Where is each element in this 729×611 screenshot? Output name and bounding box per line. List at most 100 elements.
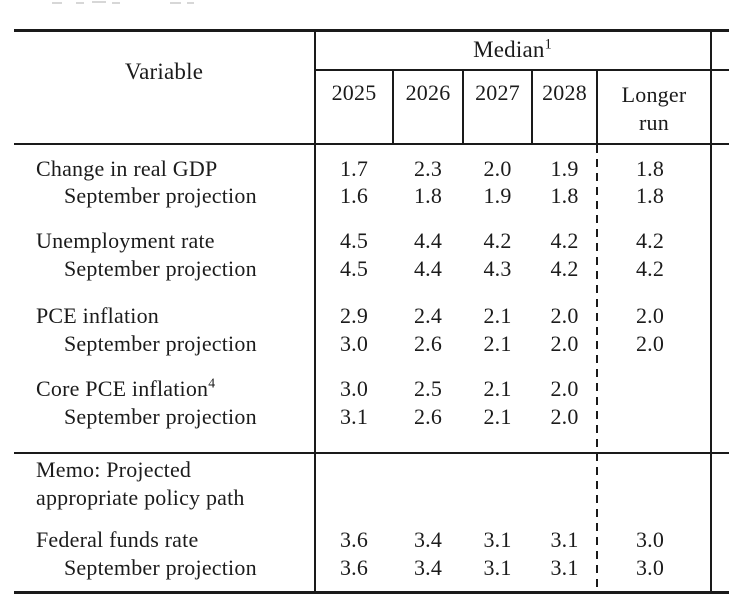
table-row-unemployment: Unemployment rate 4.5 4.4 4.2 4.2 4.2 xyxy=(14,228,714,254)
memo-line1: Memo: Projected xyxy=(36,457,192,482)
row-label: Core PCE inflation4 xyxy=(36,375,216,401)
cell-2028: 2.0 xyxy=(550,404,579,429)
cell-2026: 4.4 xyxy=(413,256,443,281)
cell-2026: 2.4 xyxy=(413,303,443,328)
cell-2028: 2.0 xyxy=(550,376,579,401)
column-header-2027: 2027 xyxy=(475,80,520,105)
cropped-text-artifact xyxy=(170,2,181,4)
row-label: September projection xyxy=(64,183,257,208)
row-label: September projection xyxy=(64,555,257,580)
cell-2027: 3.1 xyxy=(483,527,512,552)
table-row-core-pce: Core PCE inflation4 3.0 2.5 2.1 2.0 xyxy=(14,376,714,402)
cell-2028: 2.0 xyxy=(550,331,579,356)
variable-header-label: Variable xyxy=(124,59,204,84)
cell-longer-run: 3.0 xyxy=(635,527,665,552)
year-separator-2027-2028 xyxy=(531,69,533,145)
table-row-fed-funds: Federal funds rate 3.6 3.4 3.1 3.1 3.0 xyxy=(14,527,714,553)
row-label: September projection xyxy=(64,331,257,356)
row-label: Federal funds rate xyxy=(36,527,199,552)
column-header-2025: 2025 xyxy=(331,80,377,105)
table-row-unemployment-september: September projection 4.5 4.4 4.3 4.2 4.2 xyxy=(14,256,714,282)
cell-2027: 4.3 xyxy=(483,256,512,281)
cropped-text-artifact xyxy=(187,2,194,4)
table-row-pce-inflation: PCE inflation 2.9 2.4 2.1 2.0 2.0 xyxy=(14,303,714,329)
cell-2028: 1.8 xyxy=(550,183,579,208)
table-top-border xyxy=(14,29,729,32)
memo-line2: appropriate policy path xyxy=(36,485,245,510)
table-row-core-pce-september: September projection 3.1 2.6 2.1 2.0 xyxy=(14,404,714,430)
cell-2026: 2.3 xyxy=(413,156,443,181)
memo-section-rule xyxy=(14,452,729,454)
cell-longer-run: 2.0 xyxy=(635,303,665,328)
cell-2026: 2.6 xyxy=(413,404,443,429)
year-separator-2028-longer-run xyxy=(596,69,598,145)
median-header-footnote: 1 xyxy=(544,36,552,53)
cell-2025: 3.6 xyxy=(339,555,369,580)
cell-2025: 1.6 xyxy=(339,183,369,208)
row-label: September projection xyxy=(64,404,257,429)
cell-2027: 2.0 xyxy=(483,156,512,181)
core-pce-footnote: 4 xyxy=(208,375,216,391)
variable-column-header: Variable xyxy=(14,59,314,85)
cell-2025: 4.5 xyxy=(339,256,369,281)
table-row-gdp-september: September projection 1.6 1.8 1.9 1.8 1.8 xyxy=(14,183,714,209)
cell-2025: 3.1 xyxy=(339,404,369,429)
cell-2025: 3.0 xyxy=(339,331,369,356)
row-label: PCE inflation xyxy=(36,303,159,328)
median-group-header: Median1 xyxy=(315,37,710,63)
table-right-separator xyxy=(710,29,712,594)
cell-2026: 3.4 xyxy=(413,527,443,552)
memo-header: Memo: Projected appropriate policy path xyxy=(14,456,334,512)
cropped-text-artifact xyxy=(76,2,84,4)
cell-2027: 4.2 xyxy=(483,228,512,253)
cell-longer-run: 4.2 xyxy=(635,228,665,253)
cell-2027: 2.1 xyxy=(483,331,512,356)
longer-run-line2: run xyxy=(639,110,669,135)
cell-2028: 4.2 xyxy=(550,256,579,281)
cell-2026: 4.4 xyxy=(413,228,443,253)
cell-2028: 4.2 xyxy=(550,228,579,253)
cell-2027: 2.1 xyxy=(483,404,512,429)
cell-2025: 1.7 xyxy=(339,156,369,181)
cell-2027: 3.1 xyxy=(483,555,512,580)
column-header-2028: 2028 xyxy=(542,80,587,105)
row-label: Change in real GDP xyxy=(36,156,218,181)
header-bottom-rule xyxy=(14,143,729,145)
cell-2026: 3.4 xyxy=(413,555,443,580)
cell-2027: 2.1 xyxy=(483,376,512,401)
column-header-longer-run: Longer run xyxy=(599,81,709,137)
year-separator-2025-2026 xyxy=(392,69,394,145)
cell-2027: 1.9 xyxy=(483,183,512,208)
longer-run-line1: Longer xyxy=(621,82,687,107)
cell-2026: 2.5 xyxy=(413,376,443,401)
table-row-fed-funds-september: September projection 3.6 3.4 3.1 3.1 3.0 xyxy=(14,555,714,581)
cell-2028: 1.9 xyxy=(550,156,579,181)
cell-2028: 2.0 xyxy=(550,303,579,328)
cropped-text-artifact xyxy=(112,2,120,4)
column-header-2026: 2026 xyxy=(405,80,451,105)
median-group-underline xyxy=(315,69,729,71)
cell-longer-run: 1.8 xyxy=(635,183,665,208)
cropped-text-artifact xyxy=(92,1,106,3)
table-bottom-border xyxy=(14,591,729,594)
cell-longer-run: 2.0 xyxy=(635,331,665,356)
cell-2025: 3.6 xyxy=(339,527,369,552)
cell-2025: 3.0 xyxy=(339,376,369,401)
cell-longer-run: 3.0 xyxy=(635,555,665,580)
cell-2025: 4.5 xyxy=(339,228,369,253)
cell-2028: 3.1 xyxy=(550,555,579,580)
cropped-text-artifact xyxy=(52,2,62,4)
cell-2026: 2.6 xyxy=(413,331,443,356)
longer-run-dashed-separator xyxy=(596,145,598,591)
table-row-pce-september: September projection 3.0 2.6 2.1 2.0 2.0 xyxy=(14,331,714,357)
row-label: September projection xyxy=(64,256,257,281)
row-label: Unemployment rate xyxy=(36,228,215,253)
cell-2028: 3.1 xyxy=(550,527,579,552)
year-separator-2026-2027 xyxy=(462,69,464,145)
cell-2026: 1.8 xyxy=(413,183,443,208)
cell-longer-run: 4.2 xyxy=(635,256,665,281)
table-row-gdp: Change in real GDP 1.7 2.3 2.0 1.9 1.8 xyxy=(14,156,714,182)
cell-longer-run: 1.8 xyxy=(635,156,665,181)
cell-2027: 2.1 xyxy=(483,303,512,328)
